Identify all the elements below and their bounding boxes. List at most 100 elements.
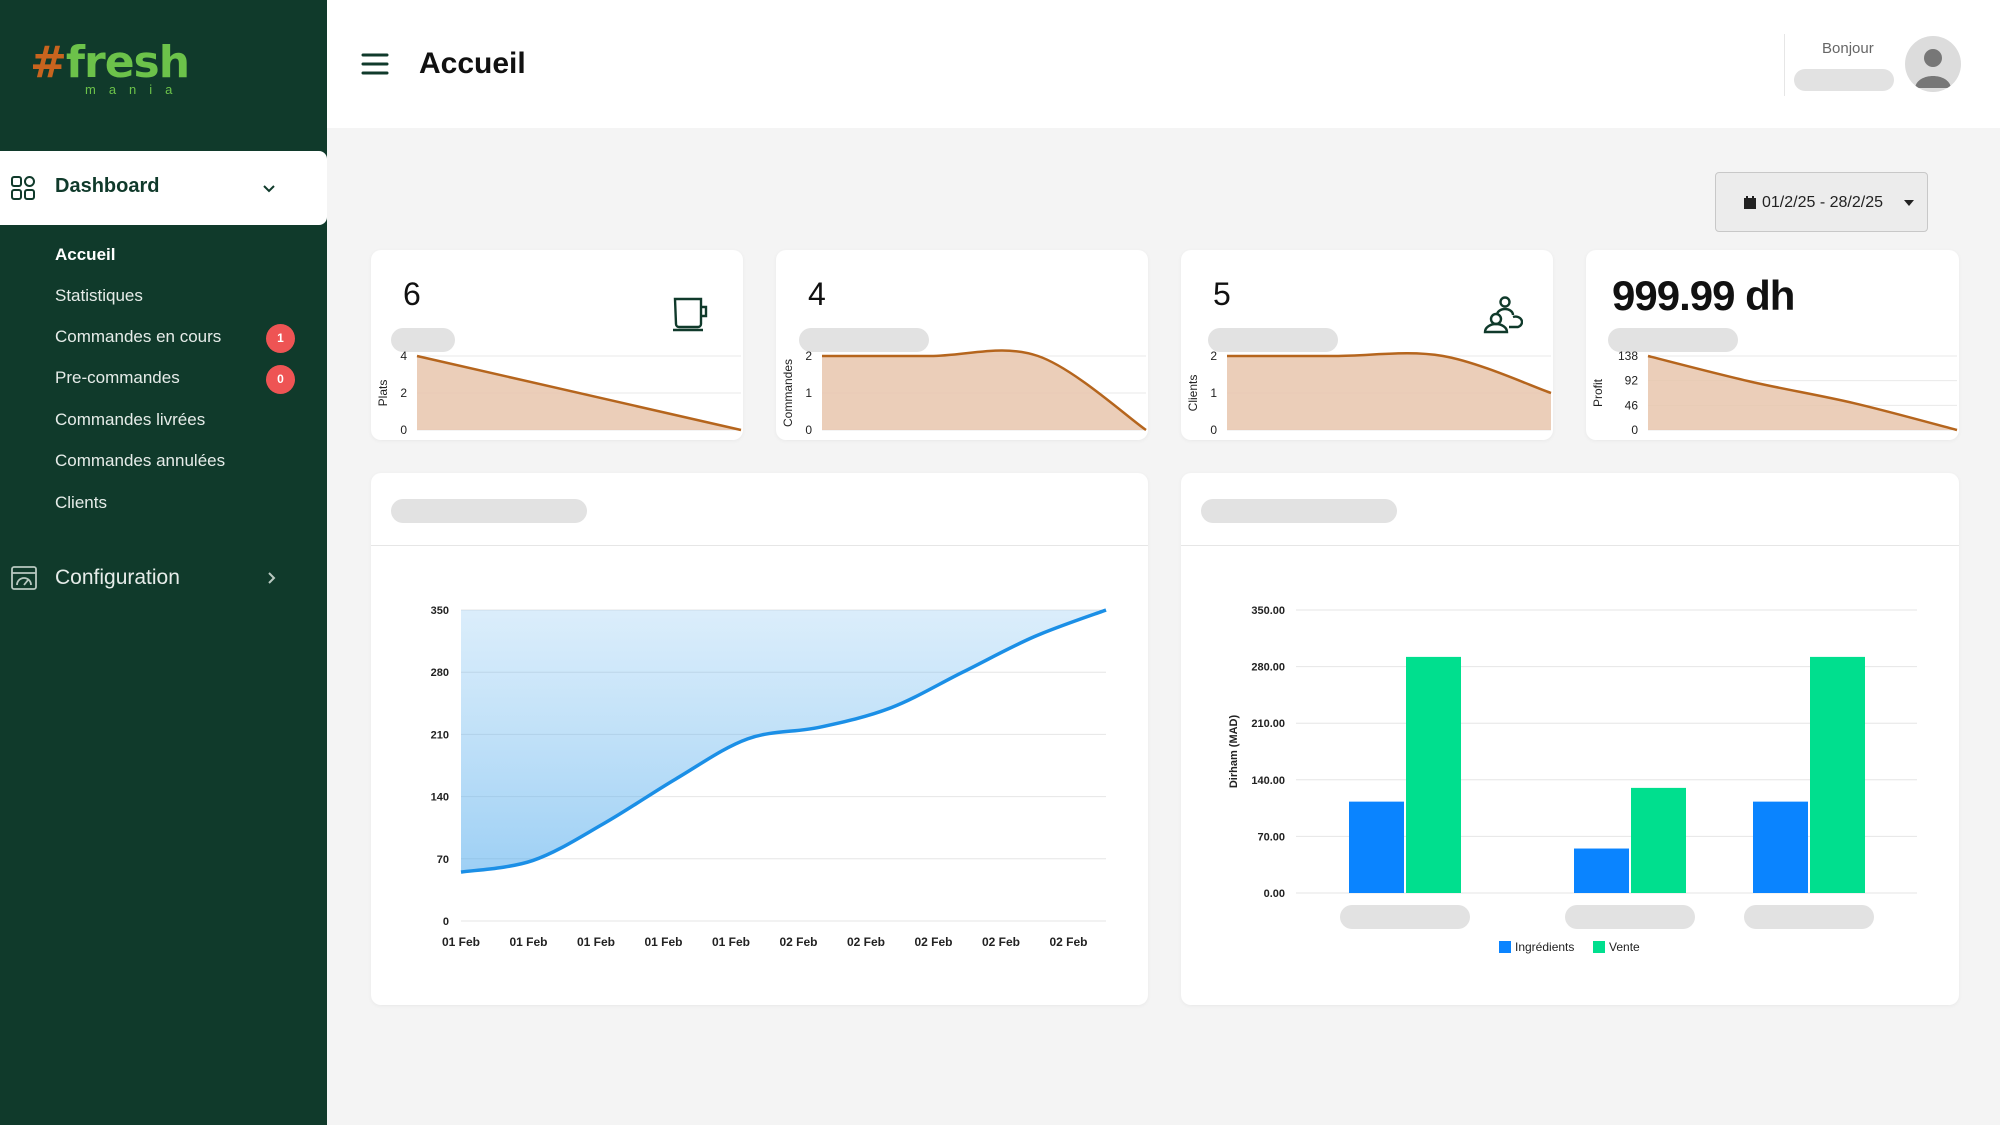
bar-chart: 0.00 70.00 140.00 210.00 280.00 350.00 Dirham … — [1228, 605, 1917, 954]
bar-ingredients[interactable] — [1753, 801, 1808, 893]
stat-card-profit: 999.99 dh 0 46 92 138 Profit — [1586, 250, 1959, 440]
spark-line — [822, 349, 1147, 432]
calendar-icon — [1744, 196, 1756, 209]
bar-y-tick: 70.00 — [1257, 831, 1285, 843]
sidebar-item-clients[interactable]: Clients — [55, 493, 107, 512]
stat-label-placeholder — [1208, 328, 1338, 352]
area-y-tick: 280 — [431, 667, 449, 679]
spark-y-tick: 0 — [1631, 423, 1638, 437]
area-x-tick: 02 Feb — [982, 935, 1020, 949]
bar-y-label: Dirham (MAD) — [1228, 715, 1240, 789]
area-x-tick: 02 Feb — [914, 935, 952, 949]
spark-y-tick: 0 — [400, 423, 407, 437]
spark-y-tick: 46 — [1625, 398, 1639, 412]
nav-dashboard[interactable]: Dashboard — [0, 151, 327, 225]
area-y-tick: 0 — [443, 916, 449, 928]
sidebar-item-statistiques[interactable]: Statistiques — [55, 286, 143, 305]
sidebar-item-commandes-annulees[interactable]: Commandes annulées — [55, 451, 226, 470]
bar-y-tick: 210.00 — [1251, 718, 1285, 730]
area-chart-panel: 0 70 140 210 280 350 01 Feb 01 Feb 01 Feb 01 Feb 0… — [371, 473, 1148, 1005]
hamburger-menu-icon[interactable] — [360, 51, 390, 77]
nav-configuration-label: Configuration — [55, 566, 180, 589]
legend-swatch — [1593, 941, 1605, 953]
greeting-text: Bonjour — [1822, 40, 1874, 57]
chevron-down-icon — [263, 185, 275, 193]
bar-vente[interactable] — [1631, 787, 1686, 893]
nav-configuration[interactable]: Configuration — [0, 558, 327, 598]
spark-y-tick: 138 — [1618, 349, 1638, 363]
bar-chart-panel: 0.00 70.00 140.00 210.00 280.00 350.00 Dirham … — [1181, 473, 1959, 1005]
spark-y-label: Clients — [1186, 375, 1200, 412]
panel-divider — [1181, 545, 1959, 546]
stat-card-plats: 6 0 2 4 Plats — [371, 250, 743, 440]
bar-category-placeholder — [1565, 905, 1695, 929]
spark-y-tick: 0 — [1210, 423, 1217, 437]
spark-y-label: Profit — [1591, 378, 1605, 407]
stat-label-placeholder — [799, 328, 929, 352]
sidebar-item-accueil[interactable]: Accueil — [55, 245, 116, 264]
area-line — [460, 608, 1107, 874]
bar-y-tick: 280.00 — [1251, 662, 1285, 674]
spark-y-tick: 1 — [805, 386, 812, 400]
legend-label: Ingrédients — [1515, 940, 1574, 954]
spark-y-label: Plats — [376, 380, 390, 407]
sparkline-chart-clients: 0 1 2 Clients — [1186, 349, 1552, 437]
top-header: Accueil Bonjour — [327, 0, 2000, 128]
spark-y-tick: 0 — [805, 423, 812, 437]
sidebar-item-commandes-livrees[interactable]: Commandes livrées — [55, 410, 206, 429]
area-x-tick: 02 Feb — [847, 935, 885, 949]
bar-vente[interactable] — [1810, 656, 1865, 893]
dashboard-grid-icon — [11, 176, 35, 200]
panel-divider — [371, 545, 1148, 546]
bar-y-tick: 140.00 — [1251, 775, 1285, 787]
area-x-tick: 01 Feb — [442, 935, 480, 949]
stat-value: 999.99 dh — [1612, 272, 1795, 319]
stat-value: 6 — [403, 276, 421, 312]
sparkline-chart-commandes: 0 1 2 Commandes — [781, 349, 1147, 437]
spark-y-tick: 4 — [400, 349, 407, 363]
bar-ingredients[interactable] — [1574, 848, 1629, 893]
spark-line — [416, 354, 742, 432]
area-x-tick: 01 Feb — [509, 935, 547, 949]
stat-card-clients: 5 0 1 2 Clients — [1181, 250, 1553, 440]
user-name-placeholder — [1794, 69, 1894, 91]
spark-y-tick: 2 — [400, 386, 407, 400]
stat-value: 4 — [808, 276, 826, 312]
configuration-gauge-icon — [11, 566, 37, 590]
sparkline-chart-plats: 0 2 4 Plats — [376, 349, 742, 437]
users-icon — [1483, 296, 1523, 334]
pre-commandes-badge: 0 — [266, 365, 295, 394]
spark-y-tick: 92 — [1625, 374, 1639, 388]
date-range-picker[interactable]: 01/2/25 - 28/2/25 — [1715, 172, 1928, 232]
bar-y-tick: 0.00 — [1264, 888, 1285, 900]
panel-title-placeholder — [1201, 499, 1397, 523]
user-avatar-icon — [1915, 49, 1951, 88]
sidebar: #fresh mania Dashboard Accueil Statistiq… — [0, 0, 327, 1125]
area-fill — [461, 610, 1106, 873]
sidebar-item-commandes-en-cours[interactable]: Commandes en cours — [55, 327, 222, 346]
stat-card-commandes: 4 0 1 2 Commandes — [776, 250, 1148, 440]
page-title: Accueil — [419, 47, 526, 80]
bar-category-placeholder — [1340, 905, 1470, 929]
area-y-tick: 210 — [431, 729, 449, 741]
user-avatar[interactable] — [1905, 36, 1961, 92]
stat-label-placeholder — [391, 328, 455, 352]
bar-category-placeholder — [1744, 905, 1874, 929]
bar-vente[interactable] — [1406, 656, 1461, 893]
sidebar-item-pre-commandes[interactable]: Pre-commandes — [55, 368, 180, 387]
area-y-tick: 70 — [437, 854, 449, 866]
nav-dashboard-label: Dashboard — [55, 175, 160, 197]
logo-text: fresh — [65, 37, 190, 88]
date-range-text: 01/2/25 - 28/2/25 — [1762, 194, 1883, 211]
bar-ingredients[interactable] — [1349, 801, 1404, 893]
spark-y-tick: 2 — [805, 349, 812, 363]
spark-line — [1227, 352, 1552, 395]
sparkline-chart-profit: 0 46 92 138 Profit — [1591, 349, 1958, 437]
caret-down-icon — [1904, 200, 1914, 206]
spark-y-tick: 2 — [1210, 349, 1217, 363]
bar-y-tick: 350.00 — [1251, 605, 1285, 617]
stat-label-placeholder — [1608, 328, 1738, 352]
logo-word: #fresh — [30, 36, 190, 90]
logo[interactable]: #fresh mania — [30, 36, 190, 100]
spark-y-tick: 1 — [1210, 386, 1217, 400]
